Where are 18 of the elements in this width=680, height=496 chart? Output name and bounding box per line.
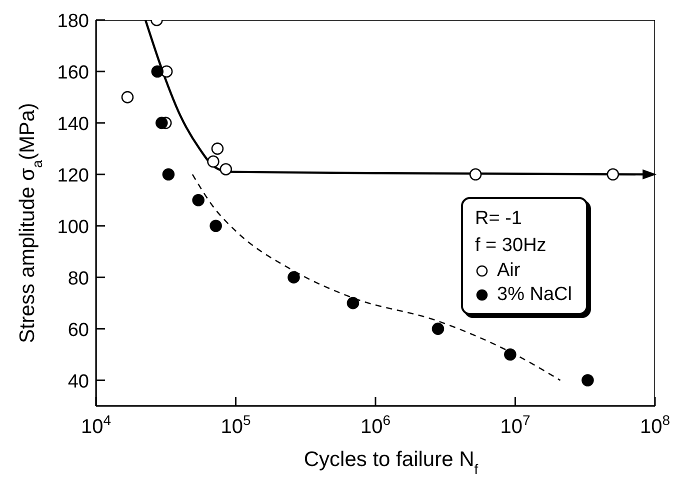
annotation: f = 30Hz xyxy=(475,234,548,258)
x-tick-label: 10$^{7}$ xyxy=(500,412,530,438)
y-tick-label: 160 xyxy=(57,62,89,84)
annotation: R= -1 xyxy=(475,207,523,231)
y-tick-label: 180 xyxy=(57,11,89,32)
y-tick-label: 140 xyxy=(57,114,89,135)
legend-label: Air xyxy=(497,259,520,283)
x-tick-label: 10$^{5}$ xyxy=(220,412,251,438)
legend-label: 3% NaCl xyxy=(497,283,572,307)
y-tick-label: 100 xyxy=(57,216,89,238)
y-tick-label: 40 xyxy=(68,371,89,392)
x-tick-label: 10$^{8}$ xyxy=(640,412,670,438)
y-tick-label: 80 xyxy=(68,268,89,290)
x-tick-label: 10$^{4}$ xyxy=(80,412,112,438)
x-tick-label: 10$^{6}$ xyxy=(360,412,391,438)
x-axis-title: Cycles to failure N$_{f}$ xyxy=(304,448,478,477)
y-tick-label: 60 xyxy=(68,320,89,341)
y-tick-label: 120 xyxy=(57,165,89,186)
